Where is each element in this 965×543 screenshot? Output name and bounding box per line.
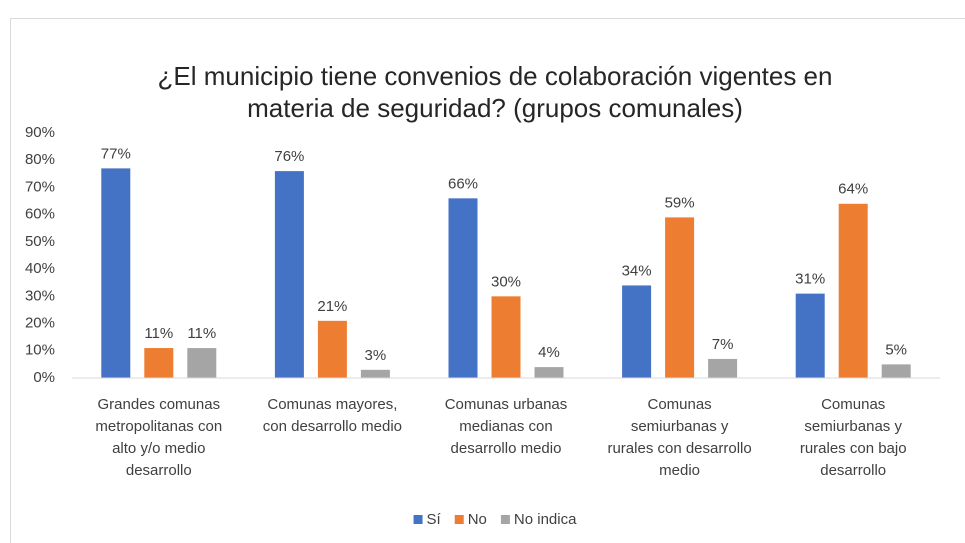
bar [360, 369, 390, 378]
x-tick-label: metropolitanas con [95, 418, 222, 435]
bar [101, 168, 131, 378]
y-tick-label: 20% [25, 315, 55, 332]
bar [317, 320, 347, 378]
data-label: 30% [491, 273, 521, 290]
bar [534, 367, 564, 378]
bar [795, 293, 825, 378]
x-tick-label: desarrollo [820, 462, 886, 479]
y-tick-label: 70% [25, 178, 55, 195]
x-tick-label: rurales con desarrollo [607, 440, 751, 457]
data-label: 5% [885, 341, 907, 358]
bar [838, 203, 868, 378]
x-tick-label: desarrollo [126, 462, 192, 479]
data-label: 11% [144, 325, 173, 342]
data-label: 3% [365, 347, 387, 364]
legend-label: No indica [514, 511, 577, 528]
legend-marker [500, 515, 510, 524]
bar [187, 348, 217, 378]
x-tick-label: Comunas urbanas [445, 396, 568, 413]
data-label: 4% [538, 344, 560, 361]
bar [881, 364, 911, 378]
y-tick-label: 50% [25, 233, 55, 250]
legend-marker [413, 515, 423, 524]
data-label: 64% [838, 181, 868, 198]
x-tick-label: rurales con bajo [800, 440, 907, 457]
data-label: 7% [712, 336, 734, 353]
bar [665, 217, 695, 378]
bar [622, 285, 652, 378]
chart-frame [10, 18, 965, 543]
bar [448, 198, 478, 378]
x-tick-label: alto y/o medio [112, 440, 205, 457]
y-tick-label: 30% [25, 287, 55, 304]
data-label: 34% [622, 262, 652, 279]
chart-title: ¿El municipio tiene convenios de colabor… [158, 61, 833, 91]
bar [491, 296, 521, 378]
bar [274, 171, 304, 378]
y-tick-label: 60% [25, 206, 55, 223]
data-label: 76% [274, 148, 304, 165]
x-tick-label: desarrollo medio [451, 440, 562, 457]
legend-label: No [468, 511, 487, 528]
x-tick-label: medio [659, 462, 700, 479]
data-label: 31% [795, 271, 825, 288]
data-label: 66% [448, 175, 478, 192]
data-label: 21% [317, 298, 347, 315]
x-tick-label: medianas con [459, 418, 552, 435]
x-tick-label: con desarrollo medio [263, 418, 402, 435]
data-label: 59% [665, 194, 695, 211]
chart-title: materia de seguridad? (grupos comunales) [247, 93, 743, 123]
legend-label: Sí [427, 511, 442, 528]
y-tick-label: 40% [25, 260, 55, 277]
y-tick-label: 80% [25, 151, 55, 168]
data-label: 11% [187, 325, 216, 342]
y-tick-label: 90% [25, 124, 55, 141]
x-tick-label: Grandes comunas [98, 396, 221, 413]
bar [708, 358, 738, 378]
legend-marker [454, 515, 464, 524]
x-tick-label: Comunas [821, 396, 885, 413]
x-tick-label: semiurbanas y [631, 418, 729, 435]
y-tick-label: 10% [25, 342, 55, 359]
bar [144, 348, 174, 378]
x-tick-label: semiurbanas y [804, 418, 902, 435]
x-tick-label: Comunas mayores, [267, 396, 397, 413]
y-tick-label: 0% [33, 369, 55, 386]
data-label: 77% [101, 145, 131, 162]
x-tick-label: Comunas [647, 396, 711, 413]
